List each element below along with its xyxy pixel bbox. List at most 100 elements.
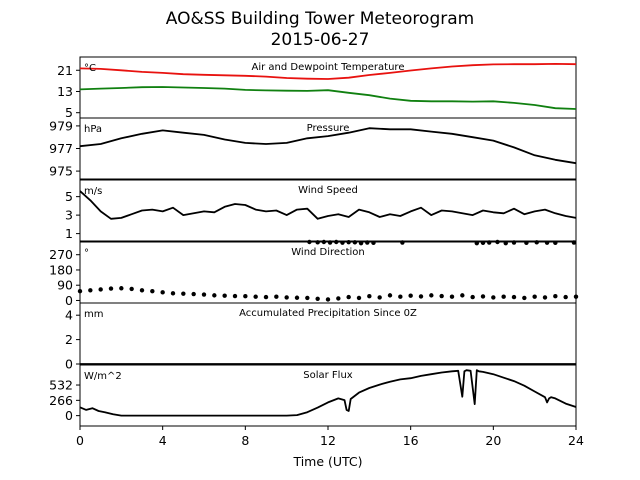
data-point <box>88 288 93 293</box>
data-point <box>491 295 496 300</box>
data-point <box>377 295 382 300</box>
data-point <box>327 240 333 245</box>
y-tick-label: 0 <box>65 408 73 423</box>
data-point <box>325 297 331 302</box>
series-line-0 <box>79 190 577 220</box>
figure-title: AO&SS Building Tower Meteorogram <box>166 9 474 29</box>
x-tick-label: 0 <box>76 433 84 448</box>
series-line-0 <box>79 127 577 165</box>
data-point <box>387 293 393 298</box>
y-tick-label: 21 <box>57 63 73 78</box>
data-point <box>571 240 577 245</box>
data-point <box>346 239 351 245</box>
data-point <box>253 294 258 299</box>
data-point <box>480 294 486 299</box>
y-tick-label: 180 <box>49 262 73 277</box>
x-axis-label: Time (UTC) <box>292 454 362 469</box>
y-tick-label: 5 <box>65 189 73 204</box>
series-points-1 <box>307 239 577 246</box>
panel-air-and-dewpoint-temperature: 21 13 5 °C Air and Dewpoint Temperature <box>57 56 577 120</box>
data-point <box>474 240 479 246</box>
data-point <box>98 287 103 292</box>
data-point <box>321 239 327 245</box>
data-point <box>544 240 550 245</box>
y-tick-label: 977 <box>49 141 73 156</box>
y-tick-label: 532 <box>49 378 73 393</box>
data-point <box>522 295 527 301</box>
data-point <box>542 295 548 300</box>
data-point <box>294 295 300 300</box>
y-tick-label: 0 <box>65 293 73 308</box>
data-point <box>307 239 312 245</box>
panel-title: Accumulated Precipitation Since 0Z <box>239 308 417 319</box>
data-point <box>150 288 155 294</box>
data-point <box>398 294 403 299</box>
x-tick-label: 4 <box>159 433 167 448</box>
data-point <box>501 294 506 299</box>
y-tick-label: 0 <box>65 357 73 372</box>
panel-unit-label: mm <box>84 309 103 320</box>
data-point <box>108 286 114 291</box>
y-tick-label: 2 <box>65 332 73 347</box>
data-point <box>352 240 358 245</box>
panel-unit-label: °C <box>84 63 96 74</box>
y-tick-label: 3 <box>65 208 73 223</box>
series-line-1 <box>79 86 577 110</box>
y-tick-label: 975 <box>49 164 73 179</box>
y-tick-label: 266 <box>49 393 73 408</box>
panel-title: Pressure <box>307 123 350 134</box>
y-tick-label: 270 <box>49 247 73 262</box>
y-tick-label: 5 <box>65 105 73 120</box>
data-point <box>222 293 227 298</box>
data-point <box>336 296 341 301</box>
y-tick-label: 1 <box>65 226 73 241</box>
x-tick-label: 20 <box>485 433 501 448</box>
series-points-0 <box>77 286 579 302</box>
panel-wind-speed: 5 3 1 m/s Wind Speed <box>65 179 577 242</box>
data-point <box>356 295 362 301</box>
panel-unit-label: hPa <box>84 124 102 135</box>
data-point <box>191 291 196 297</box>
data-point <box>77 288 83 294</box>
data-point <box>371 240 376 246</box>
data-point <box>160 290 165 295</box>
data-point <box>315 296 320 301</box>
data-point <box>503 240 508 246</box>
panel-unit-label: ° <box>84 248 89 259</box>
panel-title: Solar Flux <box>303 370 353 381</box>
data-point <box>511 294 517 300</box>
data-point <box>400 240 405 245</box>
data-point <box>212 293 217 298</box>
data-point <box>340 240 345 245</box>
panel-frame <box>79 179 577 242</box>
data-point <box>181 291 186 296</box>
x-tick-label: 16 <box>403 433 419 448</box>
data-point <box>170 291 176 296</box>
data-point <box>119 286 124 291</box>
y-tick-label: 90 <box>57 278 73 293</box>
data-point <box>511 240 517 245</box>
panel-title: Air and Dewpoint Temperature <box>252 62 405 73</box>
data-point <box>408 293 413 298</box>
x-tick-label: 12 <box>320 433 336 448</box>
y-tick-label: 13 <box>57 84 73 99</box>
data-point <box>553 240 558 246</box>
data-point <box>480 240 486 246</box>
panel-accumulated-precipitation-since-0z: 4 2 0 mm Accumulated Precipitation Since 0Z <box>65 302 577 372</box>
data-point <box>365 240 370 245</box>
series-line-0 <box>79 369 577 417</box>
data-point <box>305 295 310 301</box>
data-point <box>524 240 529 246</box>
y-tick-label: 4 <box>65 308 73 323</box>
series-line-0 <box>79 63 577 80</box>
panel-title: Wind Direction <box>291 247 365 258</box>
data-point <box>129 286 134 292</box>
figure-subtitle: 2015-06-27 <box>271 30 370 50</box>
data-point <box>358 240 364 246</box>
data-point <box>274 294 279 299</box>
